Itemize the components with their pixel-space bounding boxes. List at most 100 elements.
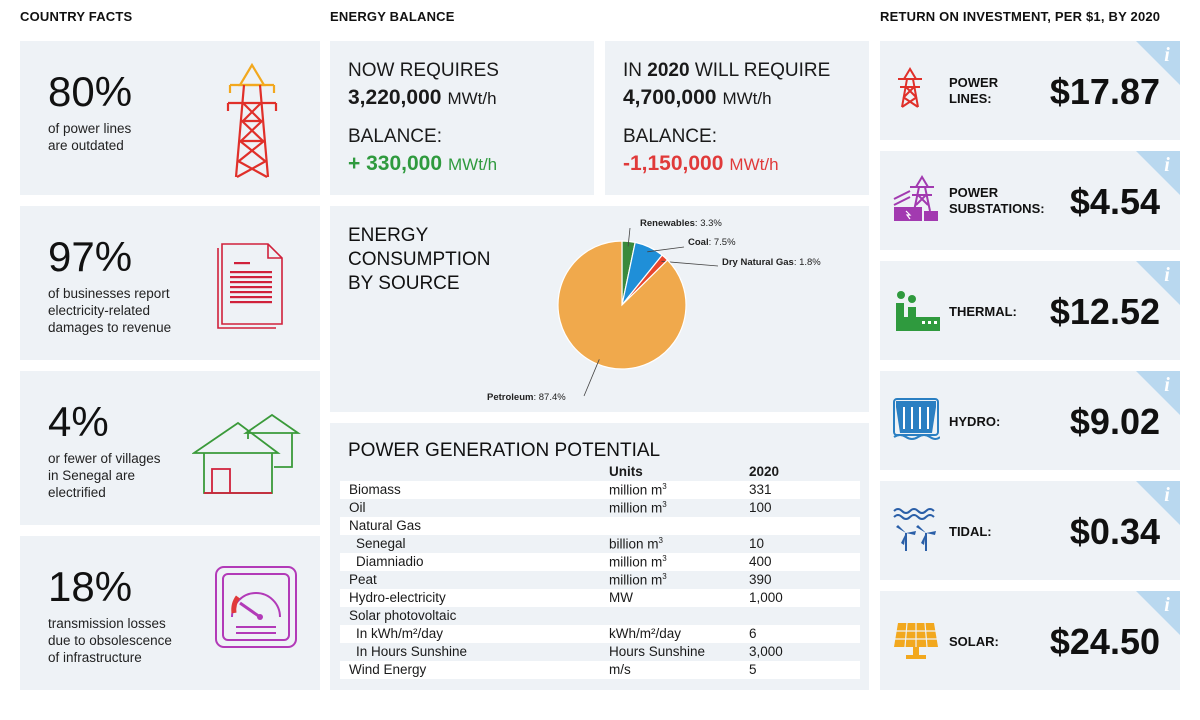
roi-value: $12.52 (1049, 291, 1160, 332)
fact-description: or fewer of villages in Senegal are elec… (48, 451, 161, 500)
generation-card: POWER GENERATION POTENTIAL Units 2020 Bi… (330, 423, 869, 690)
info-icon[interactable]: i (1136, 261, 1180, 305)
info-icon[interactable]: i (1136, 41, 1180, 85)
row-value-2020: 390 (749, 572, 772, 587)
info-icon[interactable]: i (1136, 591, 1180, 635)
svg-text:i: i (1164, 374, 1170, 396)
roi-label: HYDRO: (949, 414, 1001, 429)
table-row: Oil million m3 100 (340, 499, 860, 517)
info-icon[interactable]: i (1136, 371, 1180, 415)
pie-label: Coal: 7.5% (688, 237, 736, 248)
svg-text:i: i (1164, 154, 1170, 176)
table-row: Diamniadio million m3 400 (340, 553, 860, 571)
thermal-plant-icon (896, 291, 940, 331)
row-source: Hydro-electricity (349, 590, 446, 605)
table-row: Senegal billion m3 10 (340, 535, 860, 553)
pie-leader-line (661, 260, 719, 267)
table-row: Biomass million m3 331 (340, 481, 860, 499)
hydro-dam-icon (893, 398, 940, 440)
generation-title: POWER GENERATION POTENTIAL (348, 440, 661, 461)
row-source: Natural Gas (349, 518, 422, 533)
fact-value: 97% (48, 233, 133, 280)
balance-now-balance-unit: MWt/h (448, 155, 498, 174)
substation-icon (893, 175, 938, 221)
balance-2020-title: IN 2020 WILL REQUIRE (623, 60, 831, 81)
row-unit: kWh/m²/day (609, 626, 682, 641)
consumption-pie-chart: Renewables: 3.3% Coal: 7.5% Dry Natural Ga… (487, 218, 821, 403)
roi-value: $17.87 (1049, 71, 1160, 112)
balance-now-title: NOW REQUIRES (348, 60, 499, 81)
balance-2020-value: -1,150,000 (623, 152, 724, 175)
village-huts-icon (192, 413, 301, 494)
row-source: Diamniadio (356, 554, 424, 569)
svg-text:i: i (1164, 484, 1170, 506)
row-unit: million m3 (609, 500, 667, 516)
row-source: Solar photovoltaic (349, 608, 457, 623)
roi-label: THERMAL: (949, 304, 1017, 319)
row-unit: Hours Sunshine (609, 644, 706, 659)
energy-balance-header: ENERGY BALANCE (330, 9, 455, 24)
info-icon[interactable]: i (1136, 481, 1180, 525)
roi-card-thermal-plant: THERMAL: $12.52 i (880, 261, 1180, 360)
balance-now-unit: MWt/h (447, 89, 497, 108)
roi-label: SOLAR: (949, 634, 999, 649)
row-source: Senegal (356, 536, 406, 551)
row-value-2020: 3,000 (749, 644, 783, 659)
table-row: Solar photovoltaic (340, 607, 860, 625)
row-value-2020: 331 (749, 482, 772, 497)
roi-card-hydro-dam: HYDRO: $9.02 i (880, 371, 1180, 470)
row-unit: billion m3 (609, 536, 663, 552)
roi-card-solar-panel: SOLAR: $24.50 i (880, 591, 1180, 690)
fact-value: 80% (48, 68, 133, 115)
row-value-2020: 1,000 (749, 590, 783, 605)
power-line-icon (898, 67, 922, 108)
fact-card-businesses: 97% of businesses report electricity-rel… (20, 206, 320, 360)
table-row: In Hours Sunshine Hours Sunshine 3,000 (340, 643, 860, 661)
solar-panel-icon (894, 622, 938, 659)
info-icon[interactable]: i (1136, 151, 1180, 195)
country-facts-header: COUNTRY FACTS (20, 9, 133, 24)
table-row: In kWh/m²/day kWh/m²/day 6 (340, 625, 860, 643)
balance-2020-unit: MWt/h (722, 89, 772, 108)
pie-label: Petroleum: 87.4% (487, 392, 566, 403)
column-header-units: Units (609, 464, 643, 479)
row-value-2020: 6 (749, 626, 757, 641)
document-icon (217, 243, 283, 329)
fact-description: of power lines are outdated (48, 121, 132, 153)
table-header: Units 2020 (340, 463, 860, 481)
table-row: Peat million m3 390 (340, 571, 860, 589)
row-value-2020: 400 (749, 554, 772, 569)
fact-card-villages: 4% or fewer of villages in Senegal are e… (20, 371, 320, 525)
balance-2020-amount: 4,700,000 (623, 86, 717, 109)
table-row: Natural Gas (340, 517, 860, 535)
row-source: Biomass (349, 482, 401, 497)
pie-leader-line (647, 246, 685, 253)
roi-value: $9.02 (1069, 401, 1160, 442)
roi-card-power-line: POWER LINES: $17.87 i (880, 41, 1180, 140)
power-tower-icon (226, 62, 278, 178)
consumption-title: ENERGY CONSUMPTION BY SOURCE (348, 225, 491, 294)
roi-header: RETURN ON INVESTMENT, PER $1, BY 2020 (880, 9, 1161, 24)
row-value-2020: 100 (749, 500, 772, 515)
table-row: Wind Energy m/s 5 (340, 661, 860, 679)
row-unit: MW (609, 590, 633, 605)
row-source: In Hours Sunshine (356, 644, 468, 659)
row-source: Wind Energy (349, 662, 427, 677)
fact-value: 18% (48, 563, 133, 610)
table-row: Hydro-electricity MW 1,000 (340, 589, 860, 607)
balance-now-label: BALANCE: (348, 126, 442, 147)
fact-description: transmission losses due to obsolescence … (48, 616, 172, 665)
pie-slice-petroleum (557, 240, 687, 370)
meter-gauge-icon (215, 566, 297, 648)
roi-value: $0.34 (1069, 511, 1160, 552)
row-unit: million m3 (609, 482, 667, 498)
pie-label: Renewables: 3.3% (640, 218, 722, 229)
balance-now-value: + 330,000 (348, 152, 443, 175)
svg-text:i: i (1164, 594, 1170, 616)
roi-card-tidal-turbine: TIDAL: $0.34 i (880, 481, 1180, 580)
tidal-turbine-icon (893, 508, 936, 551)
balance-now-amount: 3,220,000 (348, 86, 442, 109)
svg-text:i: i (1164, 264, 1170, 286)
fact-card-power-lines: 80% of power lines are outdated (20, 41, 320, 195)
roi-card-substation: POWER SUBSTATIONS: $4.54 i (880, 151, 1180, 250)
